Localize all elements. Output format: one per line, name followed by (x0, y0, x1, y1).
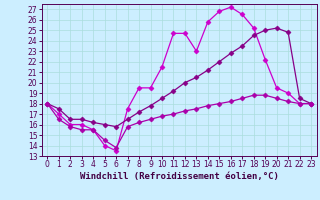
X-axis label: Windchill (Refroidissement éolien,°C): Windchill (Refroidissement éolien,°C) (80, 172, 279, 181)
